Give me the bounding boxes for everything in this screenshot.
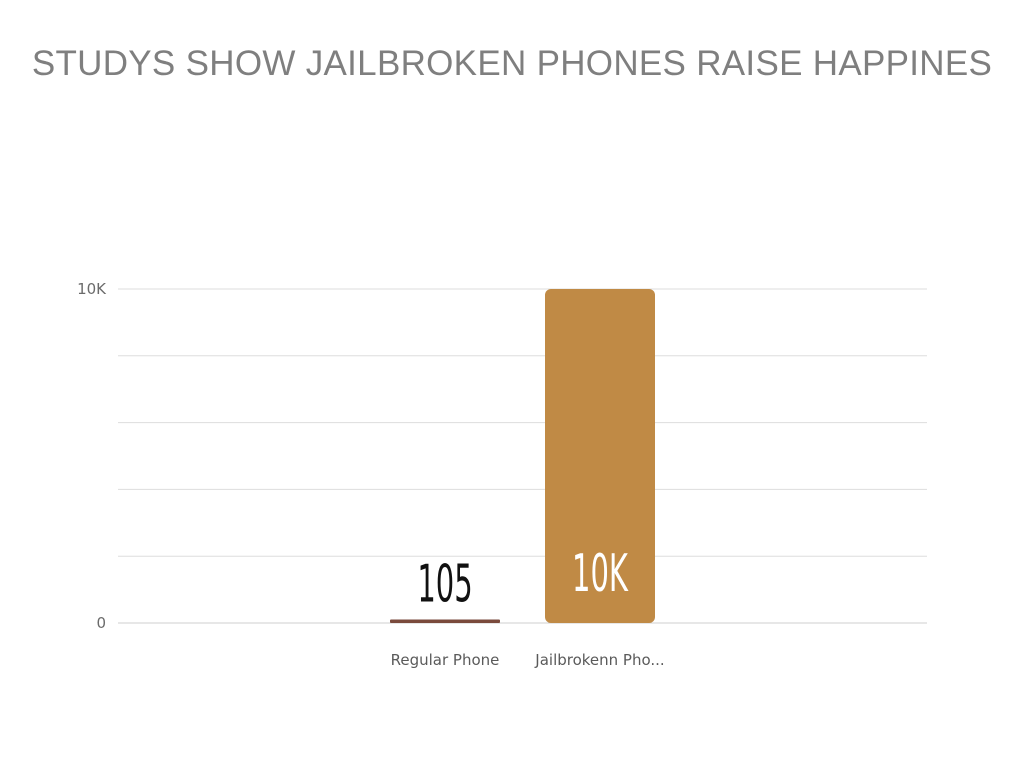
category-label: Regular Phone bbox=[391, 651, 500, 669]
data-label: 10K bbox=[572, 544, 629, 604]
data-label: 105 bbox=[417, 555, 472, 615]
y-tick-label: 10K bbox=[77, 280, 107, 298]
bar bbox=[390, 619, 500, 623]
bar bbox=[545, 289, 655, 623]
y-tick-label: 0 bbox=[96, 614, 106, 632]
category-label: Jailbrokenn Pho... bbox=[534, 651, 664, 669]
chart-title: STUDYS SHOW JAILBROKEN PHONES RAISE HAPP… bbox=[31, 44, 993, 83]
